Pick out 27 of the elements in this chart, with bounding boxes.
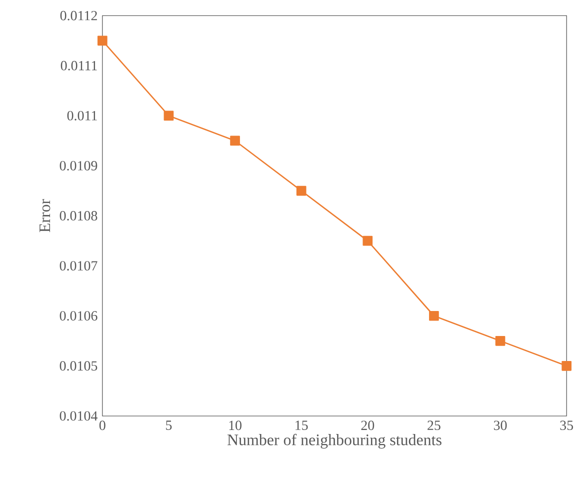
x-tick-label: 25: [428, 420, 440, 430]
x-tick-label: 20: [361, 420, 374, 430]
point: [97, 36, 108, 46]
point: [495, 336, 506, 346]
y-tick-label: 0.0109: [60, 161, 98, 171]
y-tick-label: 0.0104: [60, 411, 98, 421]
y-tick-label: 0.0108: [60, 211, 98, 221]
point: [562, 361, 572, 371]
x-tick-label: 35: [560, 420, 574, 430]
x-tick-label: 15: [296, 420, 308, 430]
x-tick-label: 5: [166, 420, 172, 430]
point: [230, 136, 240, 146]
x-tick-label: 10: [229, 420, 242, 430]
point: [362, 236, 373, 246]
y-tick-label: 0.0106: [60, 311, 98, 321]
y-tick-label: 0.0107: [60, 261, 98, 271]
x-axis-title: Number of neighbouring students: [227, 434, 442, 449]
y-tick-label: 0.011: [67, 111, 97, 121]
y-tick-label: 0.0112: [60, 10, 97, 20]
y-tick-label: 0.0111: [60, 61, 97, 70]
point: [164, 110, 174, 121]
point: [296, 186, 306, 196]
point: [429, 311, 439, 321]
x-tick-label: 30: [494, 420, 507, 430]
y-axis-title: Error: [40, 199, 50, 232]
x-tick-label: 0: [99, 420, 106, 430]
y-tick-label: 0.0105: [60, 361, 98, 371]
